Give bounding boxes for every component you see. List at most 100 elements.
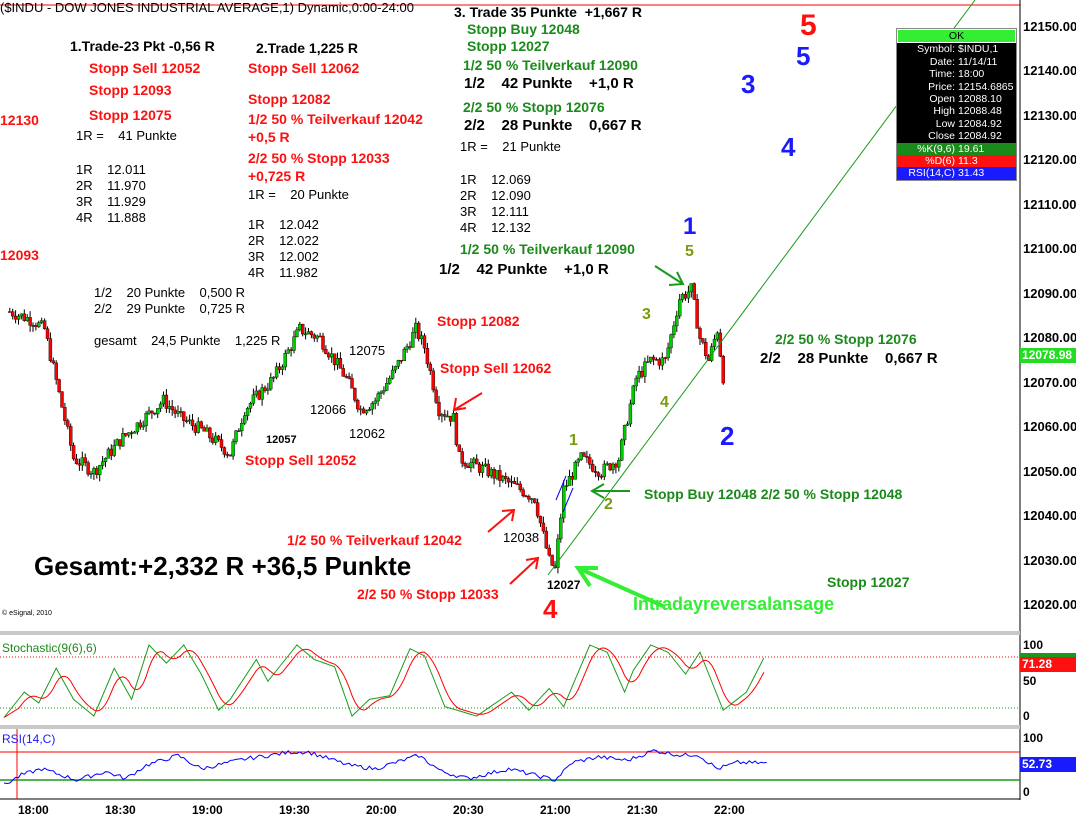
candle [440,414,444,417]
wave-label-green-3: 3 [642,306,651,323]
candle [663,357,667,359]
candle [231,441,235,457]
label-stopp-sell-12062: Stopp Sell 12062 [440,360,552,376]
label-stopp-buy-12048: Stopp Buy 12048 2/2 50 % Stopp 12048 [644,486,903,502]
candle [428,363,432,372]
info-key: %D(6) [925,155,955,168]
candle [240,423,244,432]
candle [515,483,519,485]
wave-label-blue-2: 2 [720,421,735,451]
trade2-rest-r: +0,725 R [248,168,306,184]
info-value: 11/14/11 [958,55,998,68]
last-price-tag: 12078.98 [1020,348,1076,363]
candle [132,431,137,434]
candle [614,463,618,468]
candle [34,325,38,328]
price-tick: 12050.00 [1023,463,1076,479]
label-stopp-12033: 2/2 50 % Stopp 12033 [357,586,499,602]
ok-button[interactable]: OK [897,29,1016,44]
candle [506,478,511,483]
candle [422,335,427,349]
candle [419,335,424,340]
candle [721,356,725,384]
candle [425,348,430,365]
label-12057: 12057 [266,434,297,446]
candle [16,315,21,320]
candle [469,462,473,468]
red-arrow [452,392,540,585]
candle [576,459,580,463]
price-tick: 12120.00 [1023,152,1076,168]
info-row: Price: 12154.6865 [897,81,1016,93]
trade3-level: 3R 12.111 [460,204,529,219]
candle [161,394,166,405]
candle [315,335,319,339]
candle [164,394,169,409]
candle [512,480,517,484]
candle [547,547,551,556]
time-tick: 19:30 [279,803,310,817]
time-tick: 21:30 [627,803,658,817]
wave-label-blue-5: 5 [796,41,811,71]
wave-label-red-5: 5 [800,9,817,42]
candle [698,328,702,339]
info-row: Symbol: $INDU,1 [897,43,1016,55]
candle [695,299,699,329]
candle [89,473,93,475]
candle [364,410,369,414]
candle [501,476,505,481]
time-tick: 18:30 [105,803,136,817]
info-key: %K(9,6) [917,142,955,155]
stoch-tick: 50 [1023,674,1037,688]
candle [567,476,572,486]
info-value: 18:00 [958,68,985,81]
price-tick: 12080.00 [1023,330,1076,346]
candle [643,361,647,377]
candle [521,489,525,497]
candle [216,435,221,440]
candle [213,435,218,443]
info-row-k: %K(9,6) 19.61 [897,142,1016,156]
candle [124,433,128,436]
candle [431,370,435,391]
candle [257,390,261,400]
trade2-level: 3R 12.002 [248,249,319,264]
label-intraday-reversal: Intradayreversalansage [633,594,835,614]
candle [335,358,340,366]
candle [475,458,479,465]
trade2-r: 1R = 20 Punkte [248,187,349,202]
left-label-12130: 12130 [0,112,39,128]
candle [153,412,157,415]
candle [42,320,47,329]
candle [254,390,259,396]
candle [272,376,276,379]
candle [637,370,641,379]
candle [683,294,688,299]
candle [631,385,635,405]
candle [103,457,108,463]
candle [640,370,644,377]
candle [437,402,441,417]
trade3-partial2: 1/2 50 % Teilverkauf 12090 [460,241,635,257]
candle [155,408,160,415]
trade3-rest-result: 2/2 28 Punkte 0,667 R [464,117,642,134]
candle [184,420,189,422]
candle [669,334,673,349]
candle [170,406,174,411]
candle [121,433,125,447]
candle [715,332,720,340]
candle [446,415,450,418]
candle [559,517,563,540]
label-12027: 12027 [547,578,581,592]
candle [564,485,569,487]
candle [599,476,604,478]
candle [173,409,177,414]
candle [126,432,131,436]
candle [457,444,461,452]
candle [588,457,592,465]
chart-title: ($INDU - DOW JONES INDUSTRIAL AVERAGE,1)… [0,0,414,15]
candle [199,421,203,428]
label-12062: 12062 [349,426,386,441]
candle [390,369,395,379]
candle [286,349,290,354]
